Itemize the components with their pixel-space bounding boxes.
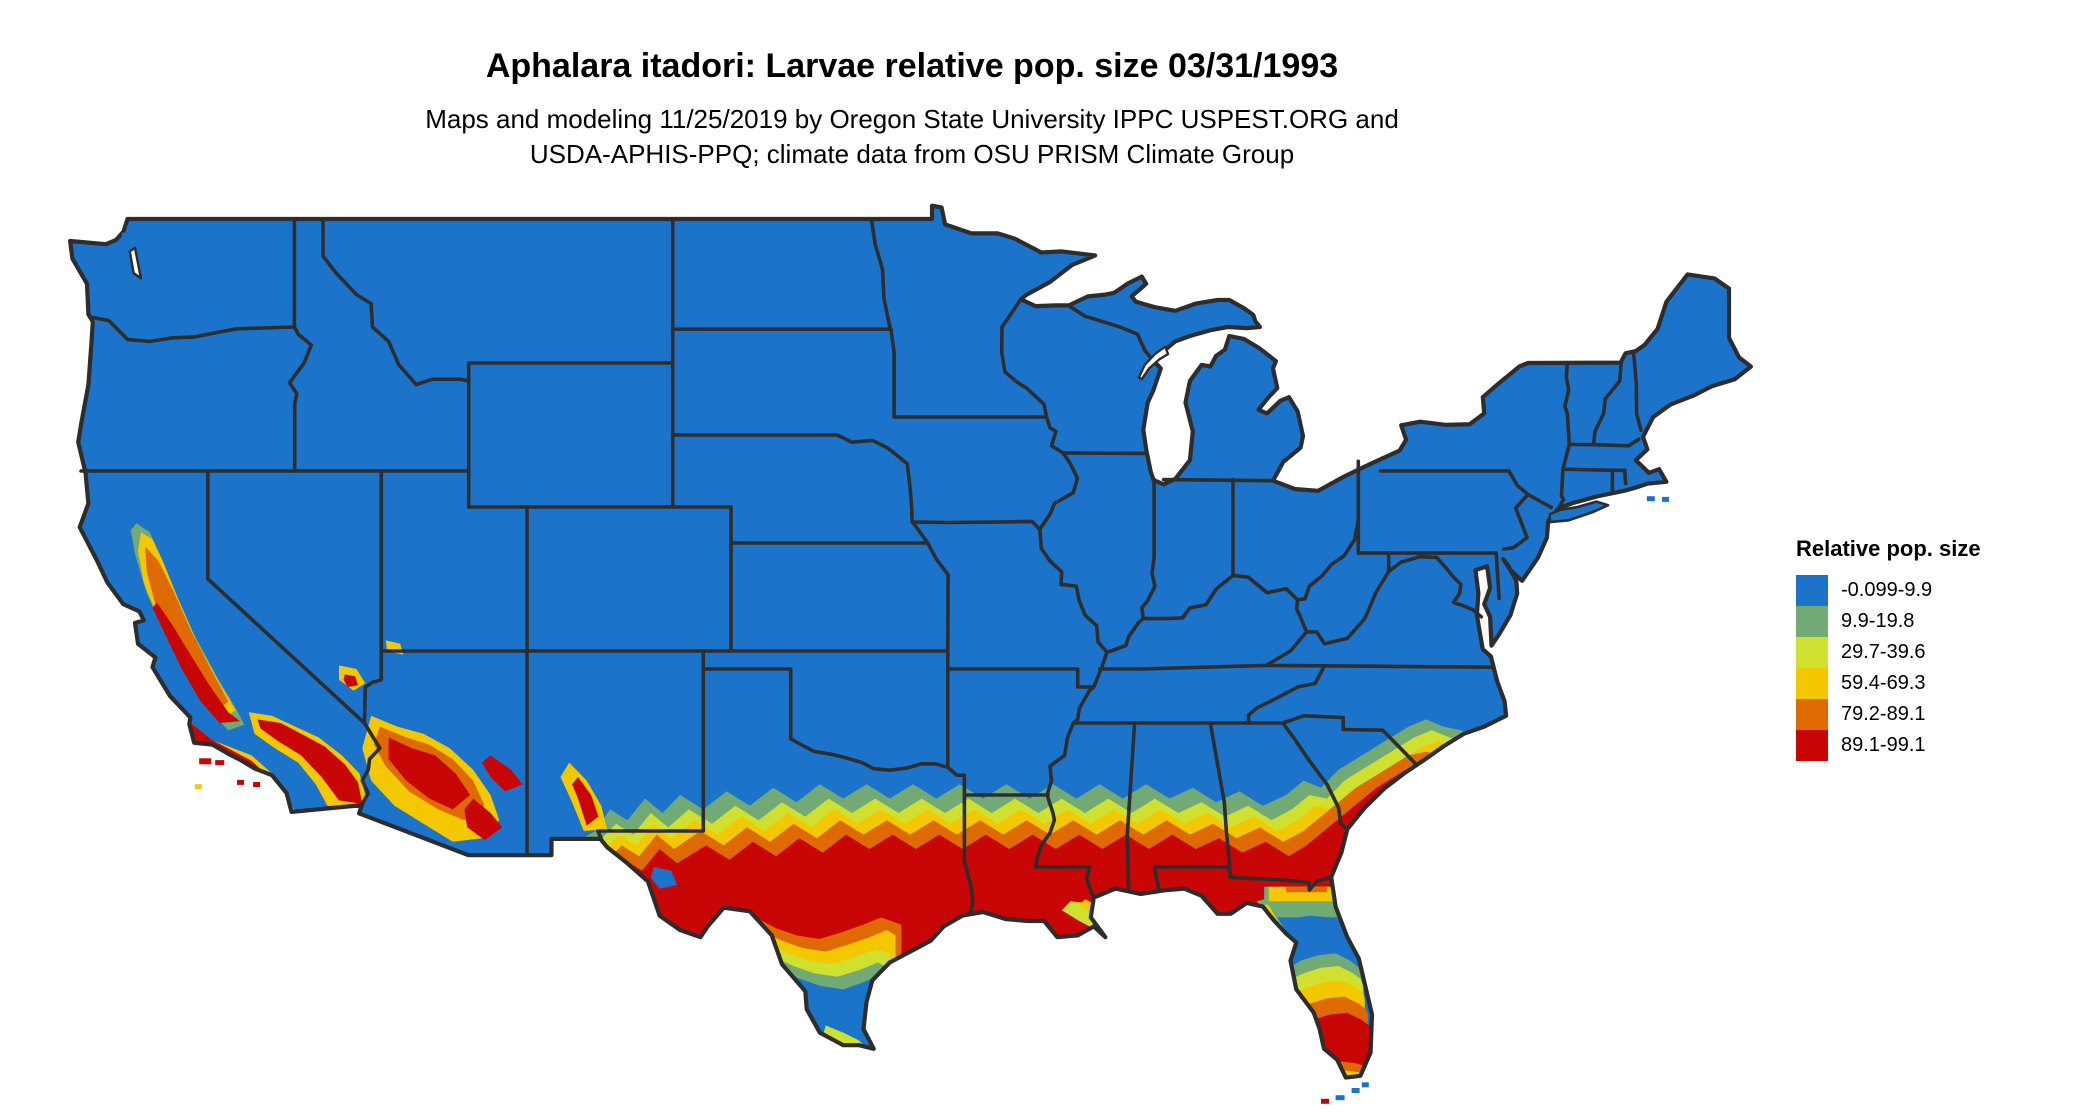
puget-sound <box>128 246 143 280</box>
state-border <box>1591 360 1623 447</box>
state-border <box>869 217 896 419</box>
state-border <box>1281 721 1350 831</box>
island-dot-red <box>215 760 225 766</box>
legend-swatch-orange <box>1796 699 1828 730</box>
state-border <box>1631 350 1643 433</box>
state-border <box>1246 664 1327 725</box>
island-dot-blue <box>1361 1082 1369 1088</box>
state-border <box>1556 361 1572 511</box>
legend-label: 79.2-89.1 <box>1841 703 1926 725</box>
island-dot-blue <box>1335 1095 1345 1101</box>
subtitle-line-1: Maps and modeling 11/25/2019 by Oregon S… <box>425 104 1399 134</box>
state-border <box>287 325 314 473</box>
legend-rows: -0.099-9.9 9.9-19.8 29.7-39.6 59.4-69.3 79.2… <box>1796 575 1981 761</box>
legend-entry: 89.1-99.1 <box>1796 730 1981 761</box>
island-dot-red <box>253 782 261 787</box>
state-border <box>670 433 896 455</box>
state-border <box>206 469 367 725</box>
state-border <box>1526 492 1554 510</box>
legend-label: 59.4-69.3 <box>1841 672 1926 694</box>
page-title: Aphalara itadori: Larvae relative pop. s… <box>485 47 1339 85</box>
state-border <box>1152 865 1333 892</box>
state-border <box>1294 598 1309 634</box>
heat-region-red <box>388 737 471 810</box>
long-island <box>1548 500 1610 524</box>
legend-label: 29.7-39.6 <box>1841 641 1926 663</box>
legend-entry: 59.4-69.3 <box>1796 668 1981 699</box>
heat-region-blue <box>650 867 678 889</box>
subtitle-line-2: USDA-APHIS-PPQ; climate data from OSU PR… <box>529 139 1295 169</box>
state-border <box>1386 551 1439 574</box>
state-border <box>1208 721 1232 880</box>
state-border <box>1567 437 1641 448</box>
heat-region-red <box>152 602 240 723</box>
legend-swatch-green <box>1796 606 1828 637</box>
heat-region-orange <box>1319 1061 1368 1078</box>
state-border <box>701 667 950 772</box>
island-dot-red <box>1321 1098 1329 1104</box>
page-subtitle: Maps and modeling 11/25/2019 by Oregon S… <box>0 102 1824 172</box>
state-border <box>321 217 471 387</box>
island-dot-blue <box>121 232 129 239</box>
island-dot-yellow <box>194 784 202 790</box>
state-border <box>1502 469 1530 551</box>
legend-title: Relative pop. size <box>1796 536 1981 561</box>
state-border <box>362 649 384 725</box>
heat-region-red <box>464 798 503 840</box>
state-border <box>1033 685 1096 869</box>
state-border <box>1097 663 1496 671</box>
island-dot-blue <box>1662 496 1669 502</box>
map-header: Aphalara itadori: Larvae relative pop. s… <box>0 0 1824 172</box>
state-border <box>1622 468 1628 486</box>
state-border <box>946 649 975 916</box>
us-outline <box>68 203 1753 1080</box>
legend-label: 9.9-19.8 <box>1841 610 1915 632</box>
state-border <box>1494 551 1501 601</box>
green-bay <box>1137 345 1170 381</box>
legend-label: -0.099-9.9 <box>1841 579 1933 601</box>
state-border <box>1304 569 1391 646</box>
state-border <box>89 315 297 344</box>
state-border <box>1264 630 1309 668</box>
legend-entry: 29.7-39.6 <box>1796 637 1981 668</box>
state-border <box>999 297 1109 654</box>
heat-region-red <box>481 755 523 792</box>
legend-swatch-yellow <box>1796 668 1828 699</box>
heat-region-red <box>572 777 599 826</box>
state-border <box>466 361 675 383</box>
state-border <box>946 650 1109 689</box>
state-borders <box>79 217 1643 916</box>
state-border <box>1161 477 1275 483</box>
heat-region-red <box>343 674 358 687</box>
heat-region-blue <box>770 969 884 1078</box>
legend-entry: 79.2-89.1 <box>1796 699 1981 730</box>
island-dot-blue <box>1646 496 1655 502</box>
state-border <box>1434 555 1484 619</box>
heat-region-blue <box>1289 915 1345 965</box>
island-dot-red <box>237 779 244 785</box>
legend-swatch-red <box>1796 730 1828 761</box>
island-dot-blue <box>1351 1088 1360 1093</box>
state-border <box>910 519 1042 532</box>
heat-region-orange <box>145 546 229 709</box>
legend-label: 89.1-99.1 <box>1841 734 1926 756</box>
state-border <box>1033 865 1095 898</box>
state-border <box>596 649 706 841</box>
heat-region-green <box>1339 1079 1365 1088</box>
legend: Relative pop. size -0.099-9.9 9.9-19.8 29.… <box>1796 536 1981 761</box>
legend-entry: -0.099-9.9 <box>1796 575 1981 606</box>
state-border <box>1125 721 1137 894</box>
legend-entry: 9.9-19.8 <box>1796 606 1981 637</box>
legend-swatch-blue <box>1796 575 1828 606</box>
state-border <box>360 721 382 807</box>
state-border <box>1068 305 1154 362</box>
heat-region-orange <box>1286 886 1327 893</box>
legend-swatch-ygreen <box>1796 637 1828 668</box>
state-border <box>1140 477 1157 621</box>
state-border <box>1561 467 1627 473</box>
island-dot-red <box>199 758 212 765</box>
heat-region-red <box>257 719 363 804</box>
